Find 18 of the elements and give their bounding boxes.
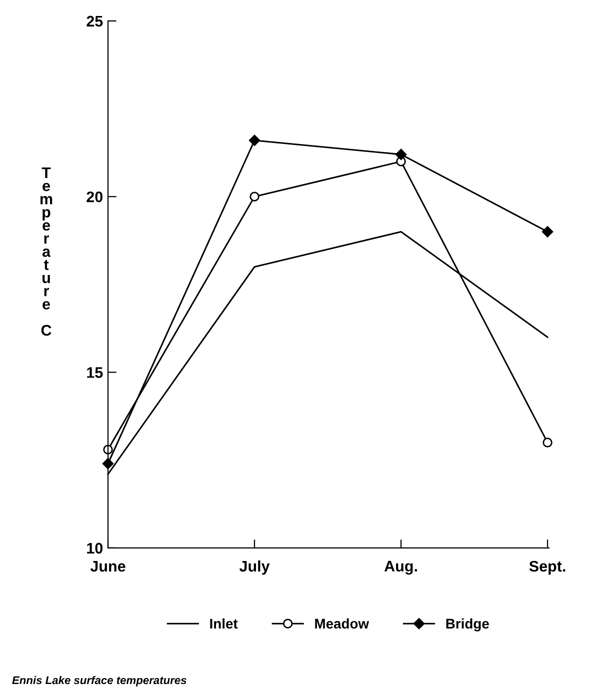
y-tick-label: 25 — [86, 16, 103, 27]
y-tick-label: 10 — [87, 542, 103, 554]
x-tick-label: July — [239, 560, 270, 575]
x-tick-label: Sept. — [529, 560, 566, 575]
text: Ennis Lake surface temperatures — [12, 676, 186, 686]
y-tick-label: 20 — [86, 191, 103, 202]
legend-label: Meadow — [315, 618, 370, 629]
x-tick-label: June — [90, 560, 126, 572]
legend-label: Bridge — [446, 618, 489, 632]
point — [250, 192, 260, 202]
x-tick-label: Aug. — [384, 560, 417, 575]
point — [542, 226, 554, 238]
y-tick-label: 15 — [87, 367, 103, 378]
legend-label: Inlet — [210, 618, 238, 629]
point — [395, 148, 407, 160]
point — [542, 438, 552, 448]
text: Temperature C — [40, 167, 52, 336]
point — [248, 134, 260, 146]
